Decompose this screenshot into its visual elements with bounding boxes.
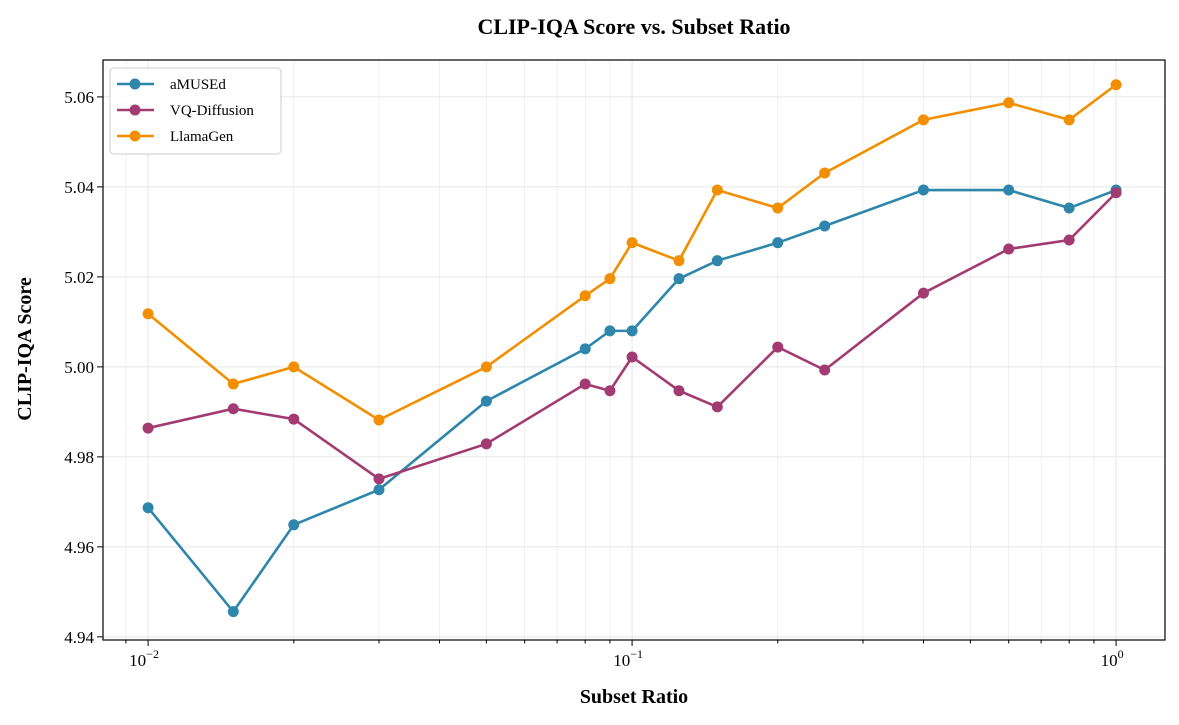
- data-point: [227, 378, 239, 390]
- data-point: [917, 184, 929, 196]
- chart-title: CLIP-IQA Score vs. Subset Ratio: [477, 14, 790, 39]
- data-point: [626, 325, 638, 337]
- data-point: [480, 438, 492, 450]
- data-point: [604, 385, 616, 397]
- data-point: [711, 401, 723, 413]
- series-line: [147, 83, 1117, 422]
- y-tick-label: 5.06: [64, 88, 94, 107]
- legend-label: aMUSEd: [170, 77, 226, 93]
- x-tick-label: 100: [1101, 647, 1124, 670]
- data-point: [711, 255, 723, 267]
- data-point: [227, 606, 239, 618]
- y-axis-label: CLIP-IQA Score: [14, 277, 36, 421]
- y-tick-label: 4.96: [64, 538, 94, 557]
- plot-frame: [102, 59, 1166, 641]
- data-point: [819, 364, 831, 376]
- ticks: 10−2 10−1 100 4.94 4.96 4.98 5.00 5.02 5.04 5.06: [64, 88, 1123, 670]
- data-point: [917, 287, 929, 299]
- legend-marker: [129, 130, 141, 142]
- data-point: [604, 325, 616, 337]
- legend: aMUSEd VQ-Diffusion LlamaGen: [109, 67, 282, 155]
- series-line: [147, 191, 1118, 481]
- y-tick-label: 4.94: [64, 628, 94, 647]
- series-amused: [142, 184, 1122, 618]
- legend-label: VQ-Diffusion: [170, 103, 254, 119]
- series-group: [142, 79, 1122, 618]
- data-point: [579, 378, 591, 390]
- data-point: [604, 273, 616, 285]
- data-point: [373, 414, 385, 426]
- y-tick-label: 5.00: [64, 358, 94, 377]
- legend-marker: [129, 104, 141, 116]
- data-point: [1063, 202, 1075, 214]
- series-vq-diffusion: [142, 187, 1122, 485]
- legend-box: [109, 67, 282, 155]
- series-line: [147, 188, 1117, 614]
- y-tick-label: 5.04: [64, 178, 94, 197]
- data-point: [1003, 97, 1015, 109]
- data-point: [373, 484, 385, 496]
- data-point: [1110, 187, 1122, 199]
- data-point: [673, 255, 685, 267]
- data-point: [673, 273, 685, 285]
- data-point: [819, 167, 831, 179]
- x-tick-label: 10−1: [613, 647, 643, 670]
- data-point: [288, 361, 300, 373]
- data-point: [772, 237, 784, 249]
- data-point: [626, 351, 638, 363]
- data-point: [142, 308, 154, 320]
- y-tick-label: 4.98: [64, 448, 94, 467]
- data-point: [772, 202, 784, 214]
- data-point: [579, 290, 591, 302]
- data-point: [373, 473, 385, 485]
- legend-marker: [129, 78, 141, 90]
- legend-label: LlamaGen: [170, 129, 234, 145]
- data-point: [772, 341, 784, 353]
- data-point: [1003, 243, 1015, 255]
- y-tick-label: 5.02: [64, 268, 94, 287]
- data-point: [1063, 234, 1075, 246]
- data-point: [288, 519, 300, 531]
- x-tick-label: 10−2: [129, 647, 159, 670]
- series-llamagen: [142, 79, 1122, 426]
- data-point: [227, 403, 239, 415]
- data-point: [142, 422, 154, 434]
- data-point: [1110, 79, 1122, 91]
- data-point: [819, 220, 831, 232]
- data-point: [1003, 184, 1015, 196]
- data-point: [480, 395, 492, 407]
- data-point: [673, 385, 685, 397]
- data-point: [480, 361, 492, 373]
- data-point: [142, 502, 154, 514]
- data-point: [1063, 114, 1075, 126]
- data-point: [626, 237, 638, 249]
- data-point: [917, 114, 929, 126]
- x-axis-label: Subset Ratio: [580, 686, 688, 708]
- data-point: [711, 184, 723, 196]
- data-point: [579, 343, 591, 355]
- data-point: [288, 413, 300, 425]
